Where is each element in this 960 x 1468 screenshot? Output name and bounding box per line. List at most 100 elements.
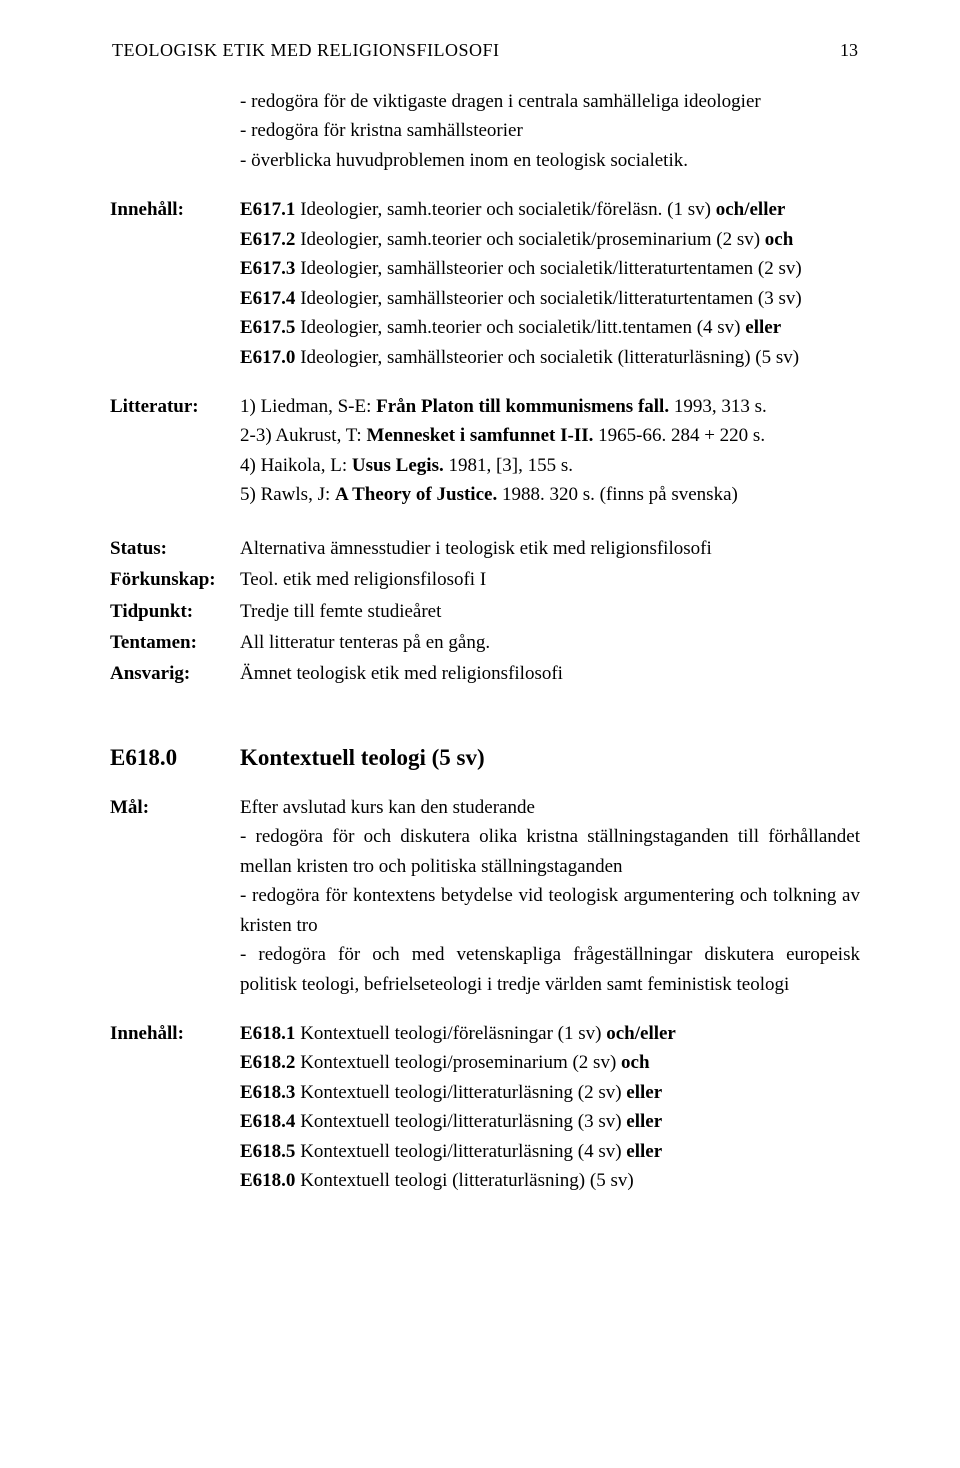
lit-prefix: 2-3) Aukrust, T: (240, 425, 366, 446)
goal-line: - överblicka huvudproblemen inom en teol… (240, 146, 860, 175)
innehall-content-1: E617.1 Ideologier, samh.teorier och soci… (240, 195, 860, 372)
label-mal: Mål: (110, 793, 240, 999)
ansvarig-row: Ansvarig: Ämnet teologisk etik med relig… (110, 659, 860, 688)
lit-title: A Theory of Justice. (335, 484, 497, 505)
course-code: E617.5 (240, 317, 295, 338)
course-line: E617.2 Ideologier, samh.teorier och soci… (240, 225, 860, 254)
course-line: E618.3 Kontextuell teologi/litteraturläs… (240, 1078, 860, 1107)
course-text: Ideologier, samh.teorier och socialetik/… (295, 229, 764, 250)
course-code: E617.2 (240, 229, 295, 250)
course-text: Ideologier, samh.teorier och socialetik/… (295, 317, 745, 338)
forkunskap-text: Teol. etik med religionsfilosofi I (240, 565, 860, 594)
status-row: Status: Alternativa ämnesstudier i teolo… (110, 534, 860, 563)
course-conj: eller (626, 1082, 662, 1103)
course-code: E617.4 (240, 288, 295, 309)
course-text: Kontextuell teologi/litteraturläsning (2… (295, 1082, 626, 1103)
course-code: E618.2 (240, 1052, 295, 1073)
tidpunkt-row: Tidpunkt: Tredje till femte studieåret (110, 597, 860, 626)
course-line: E617.4 Ideologier, samhällsteorier och s… (240, 284, 860, 313)
goal-line: - redogöra för kristna samhällsteorier (240, 116, 860, 145)
ansvarig-text: Ämnet teologisk etik med religionsfiloso… (240, 659, 860, 688)
lit-prefix: 1) Liedman, S-E: (240, 396, 376, 417)
lit-title: Usus Legis. (352, 455, 444, 476)
course-line: E617.1 Ideologier, samh.teorier och soci… (240, 195, 860, 224)
tentamen-text: All litteratur tenteras på en gång. (240, 628, 860, 657)
course-code: E618.3 (240, 1082, 295, 1103)
tentamen-row: Tentamen: All litteratur tenteras på en … (110, 628, 860, 657)
mal-row: Mål: Efter avslutad kurs kan den studera… (110, 793, 860, 999)
innehall-row-1: Innehåll: E617.1 Ideologier, samh.teorie… (110, 195, 860, 372)
course-text: Ideologier, samhällsteorier och socialet… (295, 288, 801, 309)
label-litteratur: Litteratur: (110, 392, 240, 510)
mal-intro: Efter avslutad kurs kan den studerande (240, 793, 860, 822)
lit-prefix: 4) Haikola, L: (240, 455, 352, 476)
course-text: Kontextuell teologi/litteraturläsning (4… (295, 1141, 626, 1162)
course-conj: eller (745, 317, 781, 338)
course-text: Kontextuell teologi/proseminarium (2 sv) (295, 1052, 621, 1073)
tidpunkt-text: Tredje till femte studieåret (240, 597, 860, 626)
innehall-content-2: E618.1 Kontextuell teologi/föreläsningar… (240, 1019, 860, 1196)
course-code: E617.3 (240, 258, 295, 279)
running-title: TEOLOGISK ETIK MED RELIGIONSFILOSOFI (112, 40, 499, 61)
litteratur-content: 1) Liedman, S-E: Från Platon till kommun… (240, 392, 860, 510)
course-line: E618.5 Kontextuell teologi/litteraturläs… (240, 1137, 860, 1166)
label-innehall: Innehåll: (110, 195, 240, 372)
course-code: E618.4 (240, 1111, 295, 1132)
status-text: Alternativa ämnesstudier i teologisk eti… (240, 534, 860, 563)
section-title: Kontextuell teologi (5 sv) (240, 745, 485, 771)
lit-suffix: 1993, 313 s. (669, 396, 767, 417)
section-heading: E618.0 Kontextuell teologi (5 sv) (110, 745, 860, 771)
label-tidpunkt: Tidpunkt: (110, 597, 240, 626)
mal-goal: - redogöra för kontextens betydelse vid … (240, 881, 860, 940)
course-conj: och/eller (606, 1023, 676, 1044)
course-line: E618.1 Kontextuell teologi/föreläsningar… (240, 1019, 860, 1048)
mal-goal: - redogöra för och diskutera olika krist… (240, 822, 860, 881)
course-code: E618.5 (240, 1141, 295, 1162)
course-text: Kontextuell teologi/föreläsningar (1 sv) (295, 1023, 606, 1044)
goal-line: - redogöra för de viktigaste dragen i ce… (240, 87, 860, 116)
mal-goal: - redogöra för och med vetenskapliga frå… (240, 940, 860, 999)
lit-title: Mennesket i samfunnet I-II. (366, 425, 593, 446)
empty-label (110, 87, 240, 175)
label-innehall: Innehåll: (110, 1019, 240, 1196)
litteratur-row: Litteratur: 1) Liedman, S-E: Från Platon… (110, 392, 860, 510)
lit-prefix: 5) Rawls, J: (240, 484, 335, 505)
lit-line: 4) Haikola, L: Usus Legis. 1981, [3], 15… (240, 451, 860, 480)
course-text: Kontextuell teologi/litteraturläsning (3… (295, 1111, 626, 1132)
meta-block: Status: Alternativa ämnesstudier i teolo… (110, 534, 860, 689)
label-status: Status: (110, 534, 240, 563)
course-conj: och/eller (716, 199, 786, 220)
running-head: TEOLOGISK ETIK MED RELIGIONSFILOSOFI 13 (110, 40, 860, 61)
course-line: E617.3 Ideologier, samhällsteorier och s… (240, 254, 860, 283)
page: TEOLOGISK ETIK MED RELIGIONSFILOSOFI 13 … (0, 0, 960, 1276)
innehall-row-2: Innehåll: E618.1 Kontextuell teologi/för… (110, 1019, 860, 1196)
course-code: E618.0 (240, 1170, 295, 1191)
course-conj: eller (626, 1111, 662, 1132)
course-line: E618.4 Kontextuell teologi/litteraturläs… (240, 1107, 860, 1136)
course-code: E617.1 (240, 199, 295, 220)
course-conj: och (765, 229, 794, 250)
course-text: Kontextuell teologi (litteraturläsning) … (295, 1170, 633, 1191)
course-code: E617.0 (240, 347, 295, 368)
page-number: 13 (840, 40, 858, 61)
lit-line: 5) Rawls, J: A Theory of Justice. 1988. … (240, 480, 860, 509)
lit-line: 2-3) Aukrust, T: Mennesket i samfunnet I… (240, 421, 860, 450)
course-line: E617.5 Ideologier, samh.teorier och soci… (240, 313, 860, 342)
course-conj: och (621, 1052, 650, 1073)
lit-suffix: 1988. 320 s. (finns på svenska) (497, 484, 738, 505)
course-line: E617.0 Ideologier, samhällsteorier och s… (240, 343, 860, 372)
top-goals: - redogöra för de viktigaste dragen i ce… (240, 87, 860, 175)
course-text: Ideologier, samh.teorier och socialetik/… (295, 199, 715, 220)
label-forkunskap: Förkunskap: (110, 565, 240, 594)
lit-title: Från Platon till kommunismens fall. (376, 396, 669, 417)
mal-content: Efter avslutad kurs kan den studerande -… (240, 793, 860, 999)
lit-suffix: 1965-66. 284 + 220 s. (593, 425, 765, 446)
section-code: E618.0 (110, 745, 240, 771)
lit-line: 1) Liedman, S-E: Från Platon till kommun… (240, 392, 860, 421)
course-text: Ideologier, samhällsteorier och socialet… (295, 258, 801, 279)
label-tentamen: Tentamen: (110, 628, 240, 657)
course-conj: eller (626, 1141, 662, 1162)
forkunskap-row: Förkunskap: Teol. etik med religionsfilo… (110, 565, 860, 594)
course-line: E618.2 Kontextuell teologi/proseminarium… (240, 1048, 860, 1077)
lit-suffix: 1981, [3], 155 s. (444, 455, 573, 476)
